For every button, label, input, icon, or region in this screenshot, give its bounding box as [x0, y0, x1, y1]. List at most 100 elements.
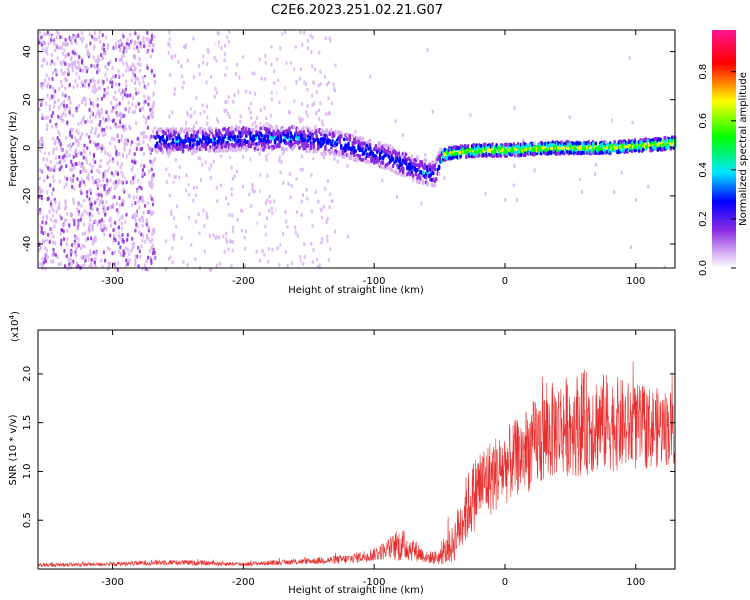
spectrogram-cell: [105, 192, 108, 197]
spectrogram-cell: [96, 222, 99, 227]
spectrogram-cell: [298, 93, 301, 98]
spectrogram-cell: [473, 255, 476, 260]
spectrogram-cell: [153, 184, 157, 189]
spectrogram-cell: [98, 164, 101, 169]
spectrogram-cell: [43, 57, 46, 62]
spectrogram-cell: [44, 246, 47, 251]
spectrogram-cell: [120, 137, 123, 142]
spectrogram-cell: [71, 243, 74, 248]
spectrogram-cell: [42, 157, 45, 162]
spectrogram-cell: [239, 119, 242, 124]
spectrogram-cell: [654, 156, 657, 161]
spectrogram-cell: [206, 187, 209, 192]
spectrogram-ridge-cell: [278, 144, 281, 149]
spectrogram-cell: [311, 35, 314, 40]
spectrogram-cell: [136, 40, 139, 45]
spectrogram-cell: [39, 246, 43, 251]
spectrogram-cell: [239, 114, 242, 119]
spectrogram-cell: [306, 196, 309, 201]
spectrogram-cell: [444, 119, 448, 124]
spectrogram-ridge-cell: [391, 157, 395, 162]
spectrogram-cell: [100, 111, 103, 116]
spectrogram-cell: [124, 263, 128, 268]
spectrogram-cell: [303, 34, 306, 39]
spectrogram-cell: [58, 105, 61, 110]
spectrogram-cell: [151, 110, 154, 115]
spectrogram-cell: [164, 239, 168, 244]
spectrogram-cell: [41, 256, 44, 261]
spectrogram-cell: [40, 63, 43, 68]
spectrogram-cell: [288, 171, 292, 176]
spectrogram-cell: [64, 113, 67, 118]
spectrogram-cell: [74, 65, 78, 70]
spectrogram-cell: [142, 80, 145, 85]
spectrogram-cell: [258, 151, 261, 156]
spectrogram-cell: [64, 204, 68, 209]
spectrogram-cell: [66, 56, 69, 61]
spectrogram-cell: [105, 178, 109, 183]
spectrogram-cell: [181, 40, 184, 45]
spectrogram-cell: [134, 209, 137, 214]
spectrogram-cell: [103, 224, 106, 229]
spectrogram-cell: [73, 61, 76, 66]
spectrogram-cell: [40, 226, 43, 231]
snr-x-tick-label: -300: [101, 577, 124, 588]
spectrogram-cell: [264, 224, 267, 229]
spectrogram-cell: [41, 85, 44, 90]
spectrogram-cell: [221, 178, 225, 183]
spectrogram-ridge-cell: [275, 124, 278, 129]
spectrogram-ridge-cell: [397, 151, 401, 156]
spectrogram-cell: [262, 164, 266, 169]
spectrogram-cell: [327, 80, 331, 85]
spectrogram-cell: [231, 248, 234, 253]
spectrogram-cell: [98, 219, 101, 224]
spectrogram-cell: [276, 92, 279, 97]
spectrogram-cell: [98, 202, 101, 207]
spectrogram-cell: [111, 108, 114, 113]
spectrogram-cell: [100, 258, 103, 263]
spectrogram-cell: [180, 236, 183, 241]
spectrogram-cell: [52, 208, 55, 213]
spectrogram-cell: [77, 131, 80, 136]
spectrogram-cell: [170, 120, 174, 125]
spectrogram-cell: [55, 35, 58, 40]
spectrogram-cell: [471, 167, 474, 172]
spectrogram-cell: [58, 179, 61, 184]
spectrogram-cell: [550, 171, 553, 176]
spectrogram-cell: [135, 222, 138, 227]
spectrogram-cell: [313, 101, 316, 106]
spectrogram-cell: [70, 40, 73, 45]
spectrogram-cell: [267, 149, 270, 154]
spectrogram-ridge-cell: [252, 128, 255, 133]
spectrogram-cell: [61, 155, 64, 160]
spectrogram-cell: [89, 262, 92, 267]
spectrogram-cell: [141, 223, 144, 228]
spectrogram-cell: [104, 35, 108, 40]
spectrogram-cell: [264, 116, 268, 121]
spectrogram-ridge-cell: [374, 144, 378, 149]
spectrogram-cell: [126, 154, 129, 159]
spectrogram-cell: [311, 223, 314, 228]
spectrogram-cell: [46, 93, 49, 98]
snr-x-ticks: -300 -200 -100 0 100: [101, 330, 645, 588]
spectrogram-y-tick-label: 20: [22, 93, 33, 106]
spectrogram-cell: [334, 108, 337, 113]
spectrogram-cell: [72, 85, 75, 90]
spectrogram-cell: [115, 124, 118, 129]
spectrogram-cell: [92, 85, 95, 90]
spectrogram-ridge-cell: [187, 127, 191, 132]
spectrogram-cell: [203, 109, 206, 114]
spectrogram-cell: [284, 250, 287, 255]
snr-x-tick-label: 0: [502, 577, 508, 588]
spectrogram-cell: [317, 208, 321, 213]
spectrogram-cell: [114, 105, 117, 110]
spectrogram-cell: [147, 82, 150, 87]
spectrogram-cell: [594, 172, 597, 177]
spectrogram-cell: [360, 254, 364, 259]
spectrogram-cell: [71, 163, 74, 168]
spectrogram-cell: [201, 111, 204, 116]
spectrogram-cell: [143, 164, 146, 169]
spectrogram-cell: [328, 205, 331, 210]
spectrogram-cell: [219, 122, 222, 127]
spectrogram-cell: [113, 137, 116, 142]
